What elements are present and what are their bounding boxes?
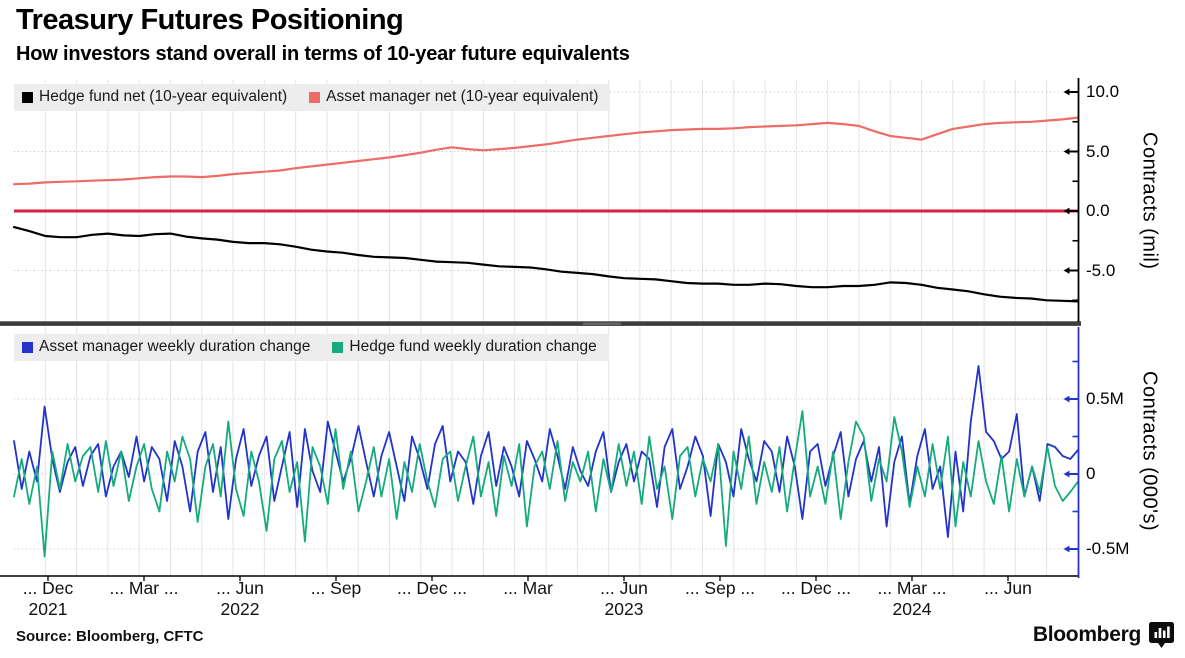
x-tick-label: ... Sep: [310, 578, 362, 598]
legend-label: Asset manager weekly duration change: [39, 338, 311, 355]
x-tick-label: ... Dec ...: [780, 578, 852, 598]
legend-label: Hedge fund net (10-year equivalent): [39, 88, 288, 105]
x-tick-label: ... Jun: [600, 578, 648, 598]
y-tick-label-top: 0.0: [1086, 201, 1110, 220]
bloomberg-bars-icon: [1149, 622, 1174, 648]
x-tick-label: ... Dec ...: [396, 578, 468, 598]
x-year-label: 2023: [604, 599, 644, 619]
panel-divider: [0, 321, 1081, 326]
panel-divider-handle: [583, 322, 621, 325]
y-tick-label-top: 5.0: [1086, 141, 1110, 161]
legend-entry-asset-manager-net: Asset manager net (10-year equivalent): [309, 88, 598, 106]
hf-duration-swatch-icon: [332, 341, 344, 353]
x-tick-label: ... Dec: [22, 578, 74, 598]
x-year-label: 2022: [220, 599, 260, 619]
hf-duration-line: [13, 410, 1079, 558]
y-axis-tick-arrow: [1063, 207, 1070, 215]
y-tick-label-top: -5.0: [1086, 260, 1116, 280]
y-axis-tick-arrow: [1063, 267, 1070, 274]
y-axis-tick-arrow: [1063, 88, 1070, 96]
y-axis-tick-arrow: [1063, 395, 1070, 403]
y-tick-label-top: 10.0: [1086, 82, 1120, 101]
page-title: Treasury Futures Positioning: [16, 4, 404, 36]
y-axis-tick-arrow: [1063, 470, 1070, 478]
x-tick-label: ... Mar ...: [109, 578, 179, 598]
x-year-label: 2021: [28, 599, 68, 619]
legend-top-panel: Hedge fund net (10-year equivalent) Asse…: [14, 84, 611, 111]
hedge-fund-net-swatch-icon: [22, 91, 33, 103]
y-tick-label-bottom: 0: [1086, 464, 1096, 483]
legend-entry-hf-duration: Hedge fund weekly duration change: [332, 338, 597, 356]
x-tick-label: ... Sep ...: [684, 578, 756, 598]
y-axis-title-bottom: Contracts (000's): [1138, 370, 1161, 532]
asset-manager-net-swatch-icon: [309, 91, 321, 103]
y-axis-title-top: Contracts (mil): [1138, 132, 1161, 270]
x-tick-label: ... Mar: [503, 578, 553, 598]
legend-entry-hedge-fund-net: Hedge fund net (10-year equivalent): [22, 88, 287, 106]
am-duration-line: [13, 365, 1079, 538]
source-credit: Source: Bloomberg, CFTC: [16, 628, 204, 645]
bloomberg-logo: Bloomberg: [1033, 621, 1175, 649]
y-axis-tick-arrow: [1063, 545, 1070, 553]
page-subtitle: How investors stand overall in terms of …: [16, 43, 630, 65]
x-tick-label: ... Jun: [984, 578, 1032, 598]
y-tick-label-bottom: -0.5M: [1086, 539, 1130, 558]
legend-bottom-panel: Asset manager weekly duration change Hed…: [14, 334, 609, 361]
legend-entry-am-duration: Asset manager weekly duration change: [22, 338, 310, 356]
am-duration-swatch-icon: [22, 341, 33, 353]
x-year-label: 2024: [892, 599, 932, 619]
bloomberg-wordmark: Bloomberg: [1032, 623, 1141, 646]
y-axis-tick-arrow: [1063, 148, 1070, 155]
x-tick-label: ... Mar ...: [877, 578, 947, 598]
legend-label: Asset manager net (10-year equivalent): [326, 88, 599, 105]
hedge-fund-net-line: [12, 226, 1080, 303]
asset-manager-net-line: [12, 116, 1080, 186]
y-tick-label-bottom: 0.5M: [1086, 389, 1124, 408]
x-tick-label: ... Jun: [216, 578, 264, 598]
legend-label: Hedge fund weekly duration change: [349, 338, 597, 355]
